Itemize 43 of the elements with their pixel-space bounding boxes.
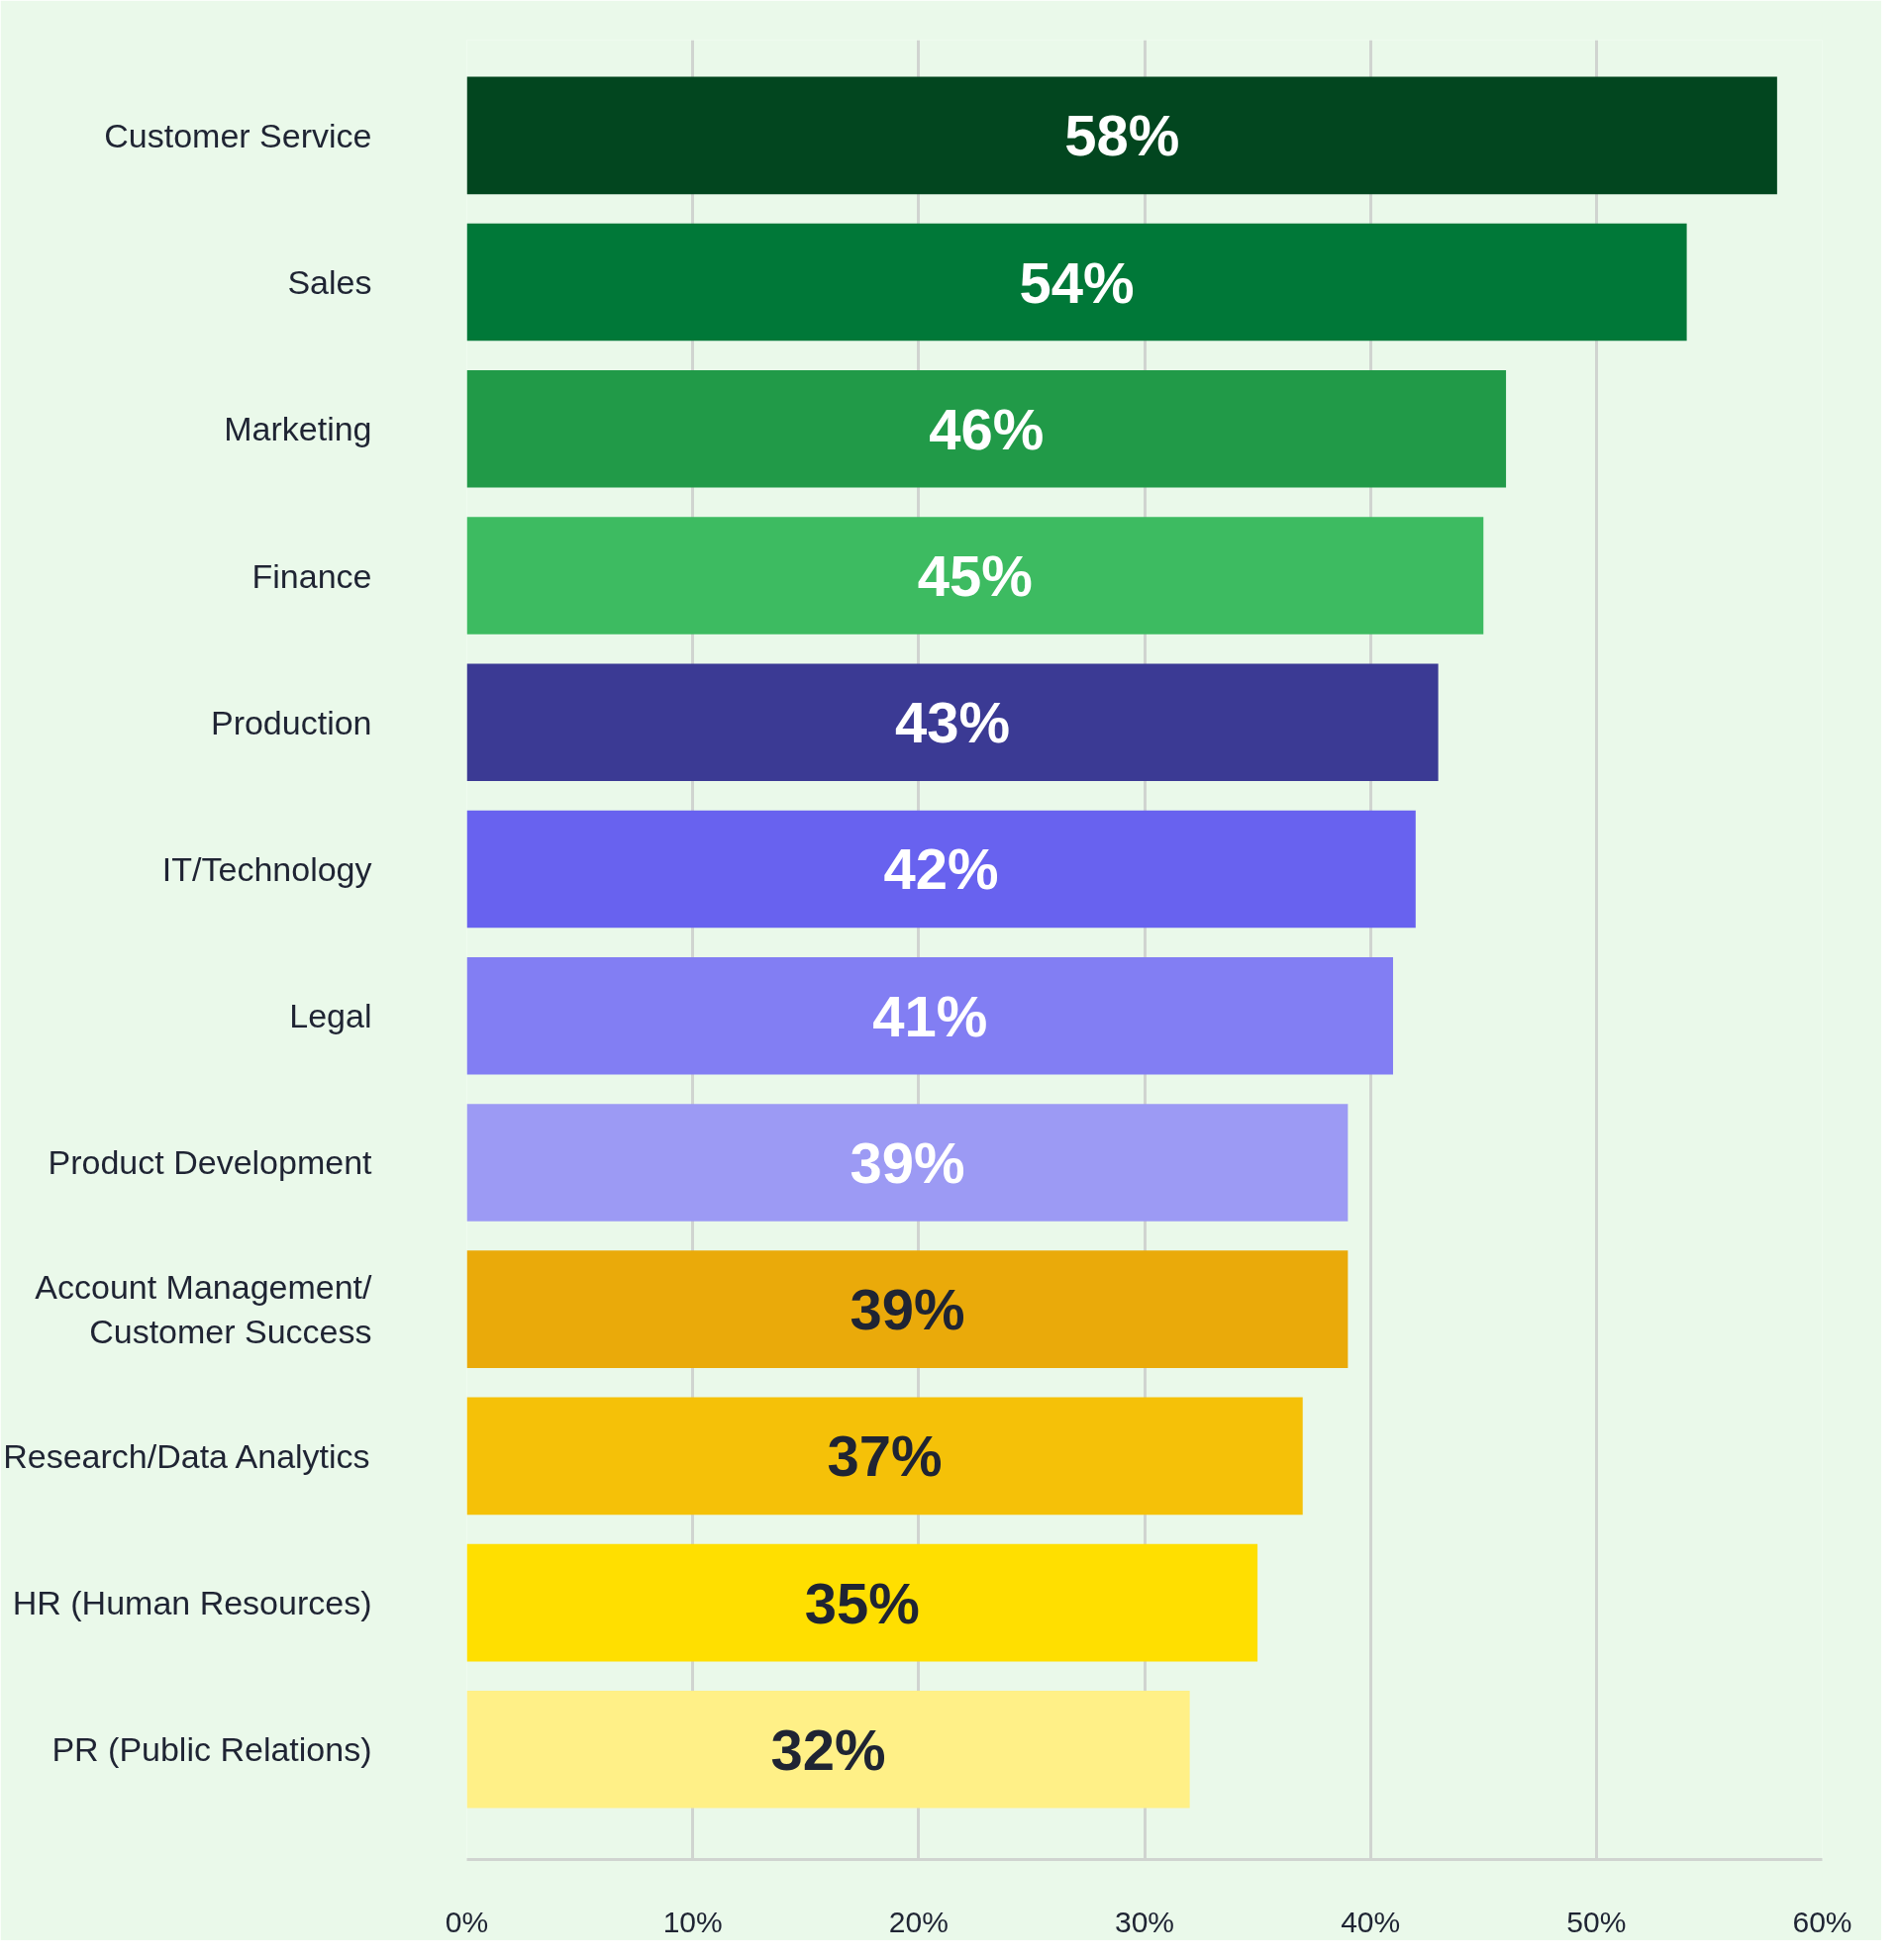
data-label: 39%	[850, 1129, 965, 1195]
bar	[466, 1397, 1303, 1516]
y-tick-label: PR (Public Relations)	[51, 1730, 372, 1769]
y-tick-label: Production	[210, 703, 372, 741]
y-tick-label: IT/Technology	[161, 849, 372, 888]
bar	[466, 517, 1484, 635]
data-label: 46%	[929, 396, 1045, 461]
data-label: 58%	[1064, 103, 1180, 168]
bar	[466, 1543, 1258, 1662]
x-tick-label: 30%	[1114, 1905, 1175, 1938]
y-tick-label: Sales	[287, 263, 372, 302]
bar	[466, 1104, 1349, 1222]
data-label: 32%	[770, 1716, 886, 1782]
bar	[466, 1250, 1349, 1368]
x-tick-label: 40%	[1341, 1905, 1401, 1938]
y-tick-label: Research/Data Analytics	[3, 1436, 370, 1475]
bar	[466, 76, 1777, 195]
y-tick-label: HR (Human Resources)	[12, 1584, 372, 1622]
y-tick-label: Customer Service	[104, 116, 372, 154]
data-label: 54%	[1019, 249, 1135, 315]
y-tick-label: Finance	[251, 556, 372, 595]
bar	[466, 1691, 1190, 1809]
bar	[466, 810, 1416, 929]
data-label: 42%	[883, 836, 999, 902]
data-label: 37%	[827, 1423, 943, 1489]
data-label: 43%	[895, 690, 1011, 755]
x-tick-label: 10%	[662, 1905, 723, 1938]
data-label: 39%	[850, 1277, 965, 1342]
data-label: 45%	[917, 543, 1033, 609]
x-tick-label: 60%	[1792, 1905, 1852, 1938]
x-tick-label: 0%	[445, 1905, 489, 1938]
y-tick-label: Product Development	[48, 1143, 373, 1182]
y-tick-label: Legal	[289, 997, 372, 1035]
y-tick-label: Marketing	[224, 410, 372, 448]
bar	[466, 663, 1439, 782]
x-tick-label: 50%	[1566, 1905, 1627, 1938]
data-label: 35%	[804, 1570, 920, 1635]
bar	[466, 370, 1507, 488]
x-tick-label: 20%	[888, 1905, 949, 1938]
y-tick-label: Account Management/ Customer Success	[35, 1267, 373, 1351]
bar	[466, 223, 1687, 342]
data-label: 41%	[872, 983, 988, 1048]
bar	[466, 956, 1393, 1075]
